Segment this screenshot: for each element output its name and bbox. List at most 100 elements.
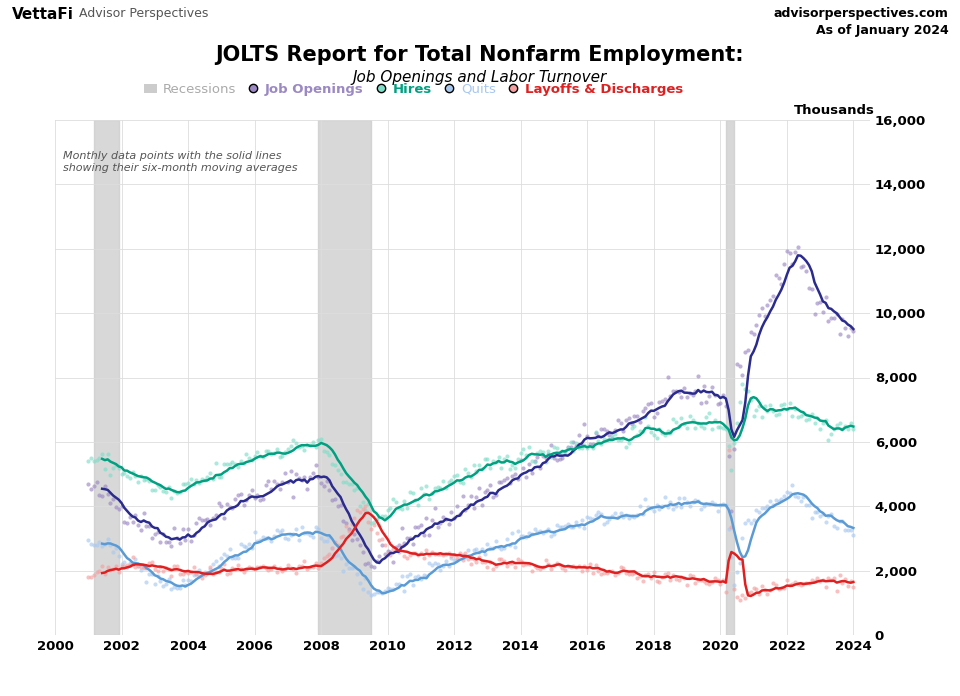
Point bbox=[283, 466, 299, 477]
Point bbox=[291, 560, 306, 571]
Point bbox=[630, 509, 645, 520]
Point bbox=[677, 383, 692, 394]
Point bbox=[444, 551, 459, 562]
Point bbox=[314, 434, 329, 445]
Point bbox=[780, 403, 795, 414]
Point bbox=[386, 543, 401, 554]
Point bbox=[782, 579, 798, 590]
Point bbox=[568, 440, 584, 451]
Point bbox=[565, 560, 581, 571]
Point bbox=[668, 416, 684, 427]
Point bbox=[493, 462, 509, 473]
Point bbox=[618, 415, 634, 426]
Point bbox=[693, 397, 708, 409]
Point bbox=[252, 561, 268, 572]
Point bbox=[762, 496, 778, 507]
Point bbox=[740, 344, 756, 355]
Point bbox=[139, 473, 155, 484]
Point bbox=[197, 570, 212, 581]
Point bbox=[505, 459, 520, 470]
Point bbox=[458, 551, 473, 562]
Point bbox=[690, 574, 706, 585]
Point bbox=[683, 501, 698, 512]
Point bbox=[214, 471, 229, 482]
Point bbox=[230, 560, 246, 571]
Point bbox=[480, 454, 495, 465]
Point bbox=[696, 422, 711, 433]
Point bbox=[583, 440, 598, 451]
Point bbox=[211, 567, 227, 578]
Point bbox=[571, 429, 587, 441]
Point bbox=[784, 479, 800, 490]
Point bbox=[483, 542, 498, 553]
Point bbox=[136, 475, 152, 486]
Point bbox=[513, 448, 528, 459]
Point bbox=[81, 478, 96, 489]
Point bbox=[502, 477, 517, 489]
Point bbox=[771, 409, 786, 420]
Point bbox=[530, 527, 545, 538]
Point bbox=[349, 505, 365, 516]
Point bbox=[699, 499, 714, 510]
Point bbox=[214, 552, 229, 563]
Point bbox=[436, 560, 451, 571]
Point bbox=[183, 566, 199, 577]
Point bbox=[244, 542, 259, 553]
Point bbox=[131, 560, 146, 571]
Point bbox=[533, 445, 548, 457]
Point bbox=[724, 551, 739, 562]
Point bbox=[524, 468, 540, 479]
Point bbox=[755, 411, 770, 422]
Point bbox=[413, 574, 428, 585]
Point bbox=[637, 403, 653, 414]
Point bbox=[324, 459, 340, 470]
Point bbox=[433, 548, 448, 560]
Point bbox=[283, 562, 299, 574]
Point bbox=[388, 578, 403, 590]
Point bbox=[530, 448, 545, 459]
Point bbox=[150, 526, 165, 537]
Point bbox=[452, 548, 468, 559]
Point bbox=[446, 512, 462, 523]
Point bbox=[338, 518, 353, 529]
Point bbox=[668, 574, 684, 585]
Point bbox=[555, 522, 570, 533]
Point bbox=[759, 588, 775, 599]
Point bbox=[730, 592, 745, 603]
Point bbox=[100, 562, 115, 573]
Point bbox=[416, 529, 431, 540]
Point bbox=[230, 461, 246, 473]
Point bbox=[402, 568, 418, 579]
Point bbox=[577, 439, 592, 450]
Point bbox=[640, 569, 656, 580]
Point bbox=[399, 532, 415, 544]
Point bbox=[605, 432, 620, 443]
Point bbox=[144, 557, 159, 568]
Point bbox=[737, 592, 753, 603]
Point bbox=[133, 564, 149, 576]
Point bbox=[658, 569, 673, 580]
Point bbox=[627, 421, 642, 432]
Point bbox=[684, 496, 700, 507]
Point bbox=[787, 404, 803, 415]
Point bbox=[496, 555, 512, 567]
Point bbox=[147, 528, 162, 539]
Point bbox=[230, 553, 246, 564]
Point bbox=[588, 427, 603, 438]
Point bbox=[191, 570, 206, 581]
Point bbox=[468, 491, 484, 503]
Point bbox=[768, 495, 783, 506]
Point bbox=[635, 576, 650, 587]
Point bbox=[649, 576, 664, 587]
Point bbox=[777, 259, 792, 270]
Point bbox=[674, 571, 689, 582]
Point bbox=[225, 503, 240, 514]
Point bbox=[269, 567, 284, 578]
Point bbox=[161, 536, 177, 547]
Point bbox=[386, 493, 401, 505]
Point bbox=[286, 528, 301, 539]
Point bbox=[752, 310, 767, 321]
Point bbox=[116, 468, 132, 479]
Point bbox=[330, 465, 346, 476]
Point bbox=[172, 487, 187, 498]
